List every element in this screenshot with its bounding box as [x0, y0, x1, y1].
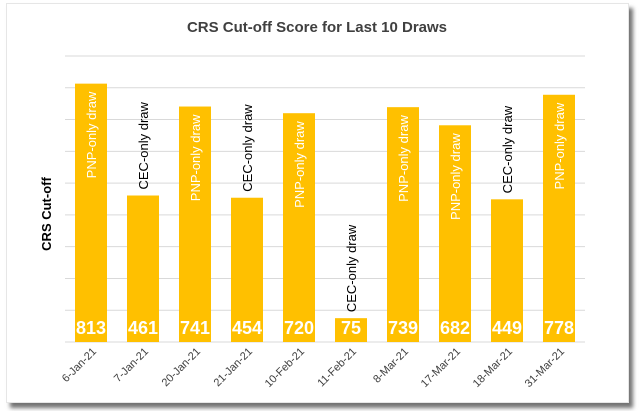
data-label: 739 — [388, 318, 418, 338]
bar — [439, 125, 471, 342]
bar-annotation: PNP-only draw — [396, 115, 411, 202]
x-tick-label: 21-Jan-21 — [212, 346, 256, 390]
bar-annotation: PNP-only draw — [448, 133, 463, 220]
x-tick-label: 31-Mar-21 — [523, 346, 567, 390]
bar-annotation: PNP-only draw — [552, 102, 567, 189]
bar-annotation: CEC-only draw — [240, 104, 255, 192]
x-tick-labels: 6-Jan-21 7-Jan-21 20-Jan-21 21-Jan-21 10-Feb… — [60, 346, 567, 390]
bar — [283, 113, 315, 342]
x-tick-label: 6-Jan-21 — [60, 346, 99, 385]
bar-annotation: CEC-only draw — [136, 101, 151, 189]
bar — [231, 197, 263, 342]
chart-title: CRS Cut-off Score for Last 10 Draws — [187, 19, 447, 36]
data-label: 449 — [492, 318, 522, 338]
x-tick-label: 20-Jan-21 — [160, 346, 204, 390]
bar-annotation: PNP-only draw — [188, 114, 203, 201]
bar — [387, 107, 419, 342]
bar-annotation: CEC-only draw — [344, 224, 359, 312]
x-tick-label: 10-Feb-21 — [263, 346, 307, 390]
x-tick-label: 8-Mar-21 — [371, 346, 411, 386]
data-label: 720 — [284, 318, 314, 338]
x-tick-label: 17-Mar-21 — [419, 346, 463, 390]
data-labels: 813 PNP-only draw 461 CEC-only draw 741 PNP-o… — [76, 91, 574, 338]
data-label: 454 — [232, 318, 262, 338]
bar — [543, 94, 575, 342]
bar — [75, 83, 107, 342]
bar-annotation: CEC-only draw — [500, 105, 515, 193]
x-tick-label: 18-Mar-21 — [471, 346, 515, 390]
data-label: 813 — [76, 318, 106, 338]
data-label: 778 — [544, 318, 574, 338]
bar — [335, 318, 367, 342]
data-label: 75 — [341, 318, 361, 338]
bar — [179, 106, 211, 342]
bar — [127, 195, 159, 342]
y-axis-label: CRS Cut-off — [39, 177, 54, 251]
bars — [75, 83, 575, 342]
bar-annotation: PNP-only draw — [84, 91, 99, 178]
data-label: 682 — [440, 318, 470, 338]
bar-chart: CRS Cut-off Score for Last 10 Draws CRS … — [39, 19, 585, 390]
chart-frame: CRS Cut-off Score for Last 10 Draws CRS … — [6, 3, 629, 403]
data-label: 461 — [128, 318, 158, 338]
x-tick-label: 7-Jan-21 — [112, 346, 151, 385]
data-label: 741 — [180, 318, 210, 338]
x-tick-label: 11-Feb-21 — [315, 346, 359, 390]
bar-annotation: PNP-only draw — [292, 121, 307, 208]
bar — [491, 199, 523, 342]
